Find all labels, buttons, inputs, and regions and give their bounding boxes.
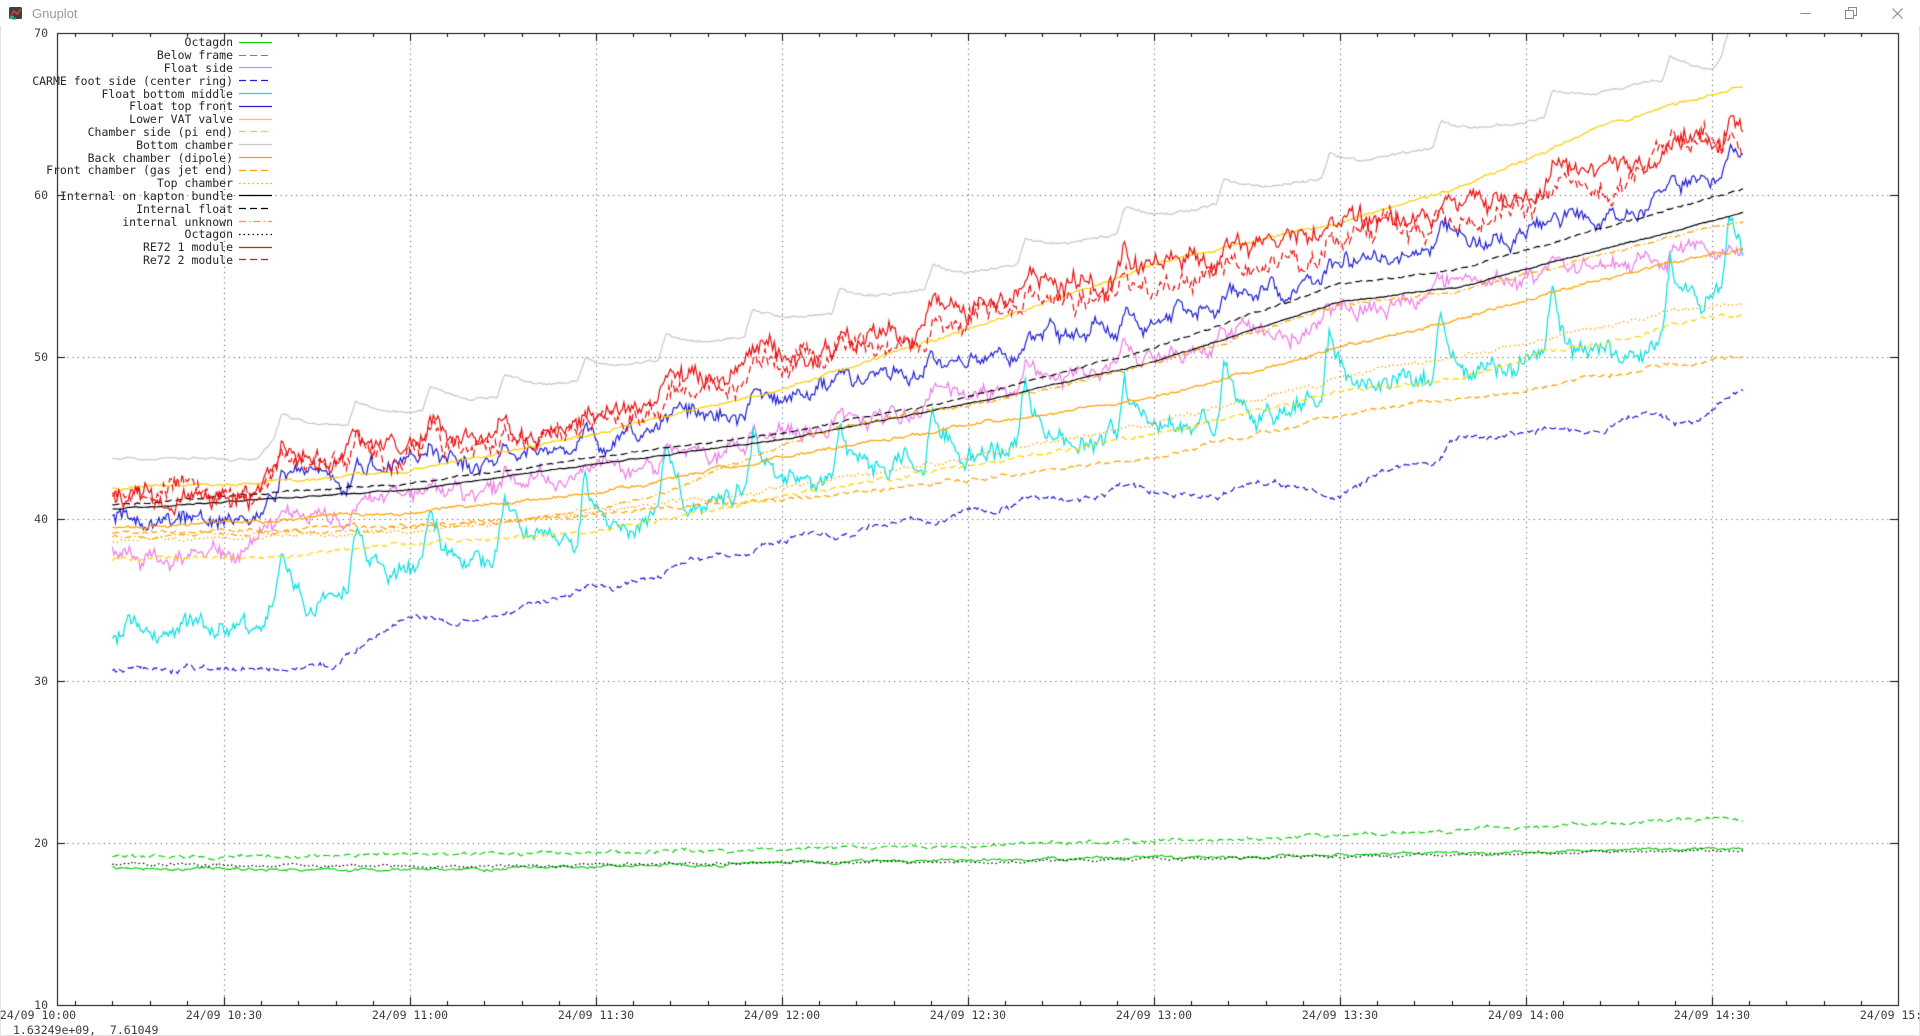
legend-line-sample — [239, 169, 272, 171]
legend-line-sample — [239, 67, 272, 69]
legend-item: Float bottom middle — [0, 86, 272, 101]
legend-item: Lower VAT valve — [0, 112, 272, 127]
legend-line-sample — [239, 144, 272, 146]
y-axis-tick-label: 40 — [34, 512, 48, 526]
legend-item: Float top front — [0, 99, 272, 114]
legend-item: Re72 2 module — [0, 252, 272, 267]
legend-item: Back chamber (dipole) — [0, 150, 272, 165]
legend-label: RE72 1 module — [142, 240, 233, 255]
minimize-button[interactable] — [1782, 0, 1828, 26]
y-axis-tick-label: 20 — [34, 836, 48, 850]
close-button[interactable] — [1874, 0, 1920, 26]
legend: Octagon Below frame Float side CARME foot s… — [0, 35, 272, 267]
x-axis-tick-label: 24/09 15:00 — [1859, 1008, 1920, 1022]
mouse-coordinates: 1.63249e+09, 7.61049 — [13, 1023, 159, 1036]
x-axis-tick-label: 24/09 11:00 — [371, 1008, 449, 1022]
legend-item: Float side — [0, 61, 272, 75]
x-axis-tick-label: 24/09 13:00 — [1115, 1008, 1193, 1022]
legend-item: CARME foot side (center ring) — [0, 73, 272, 88]
y-axis-tick-label: 50 — [34, 350, 48, 364]
x-axis-tick-label: 24/09 10:30 — [185, 1008, 263, 1022]
legend-line-sample — [239, 195, 272, 197]
legend-item: internal unknown — [0, 214, 272, 229]
legend-line-sample — [239, 105, 272, 107]
legend-item: Front chamber (gas jet end) — [0, 163, 272, 178]
titlebar[interactable]: Gnuplot — [0, 0, 1920, 26]
legend-line-sample — [239, 233, 272, 235]
legend-label: Bottom chamber — [136, 137, 233, 152]
legend-label: Octagon — [184, 35, 233, 50]
x-axis-tick-label: 24/09 14:30 — [1673, 1008, 1751, 1022]
window-title: Gnuplot — [32, 5, 78, 21]
legend-item: Internal on kapton bundle — [0, 188, 272, 203]
legend-item: Top chamber — [0, 176, 272, 191]
window-controls — [1782, 0, 1920, 26]
legend-line-sample — [239, 131, 272, 133]
legend-label: Lower VAT valve — [129, 112, 233, 127]
y-axis-tick-label: 10 — [34, 998, 48, 1012]
legend-line-sample — [239, 220, 272, 223]
legend-line-sample — [239, 80, 272, 82]
y-axis-tick-label: 70 — [34, 26, 48, 40]
legend-label: Re72 2 module — [142, 252, 233, 267]
legend-line-sample — [239, 156, 272, 159]
legend-item: Octagon — [0, 35, 272, 50]
gnuplot-app-icon — [8, 5, 24, 21]
maximize-restore-button[interactable] — [1828, 0, 1874, 26]
legend-label: CARME foot side (center ring) — [32, 73, 233, 88]
legend-line-sample — [239, 208, 272, 210]
legend-label: internal unknown — [122, 214, 233, 229]
legend-label: Chamber side (pi end) — [87, 124, 233, 139]
legend-item: Octagon — [0, 227, 272, 242]
x-axis-tick-label: 24/09 13:30 — [1301, 1008, 1379, 1022]
legend-item: Internal float — [0, 201, 272, 216]
x-axis-tick-label: 24/09 12:30 — [929, 1008, 1007, 1022]
legend-label: Internal on kapton bundle — [59, 188, 233, 203]
legend-label: Front chamber (gas jet end) — [46, 163, 233, 178]
legend-label: Back chamber (dipole) — [87, 150, 233, 165]
legend-item: Bottom chamber — [0, 137, 272, 152]
legend-item: Chamber side (pi end) — [0, 124, 272, 139]
y-axis-tick-label: 60 — [34, 188, 48, 202]
legend-label: Below frame — [156, 48, 233, 63]
legend-label: Internal float — [136, 201, 233, 216]
legend-line-sample — [239, 118, 272, 120]
x-axis-tick-label: 24/09 10:00 — [0, 1008, 77, 1022]
legend-line-sample — [239, 54, 272, 56]
legend-label: Float bottom middle — [101, 86, 233, 101]
legend-line-sample — [239, 41, 272, 43]
legend-label: Top chamber — [156, 176, 233, 191]
x-axis-tick-label: 24/09 14:00 — [1487, 1008, 1565, 1022]
legend-item: RE72 1 module — [0, 240, 272, 255]
x-axis-tick-label: 24/09 11:30 — [557, 1008, 635, 1022]
x-axis-tick-label: 24/09 12:00 — [743, 1008, 821, 1022]
legend-label: Octagon — [184, 227, 233, 242]
y-axis-tick-label: 30 — [34, 674, 48, 688]
legend-label: Float top front — [129, 99, 233, 114]
legend-label: Float side — [163, 61, 233, 75]
legend-item: Below frame — [0, 48, 272, 63]
legend-line-sample — [239, 259, 272, 261]
legend-line-sample — [239, 246, 272, 248]
legend-line-sample — [239, 182, 272, 184]
legend-line-sample — [239, 92, 272, 95]
